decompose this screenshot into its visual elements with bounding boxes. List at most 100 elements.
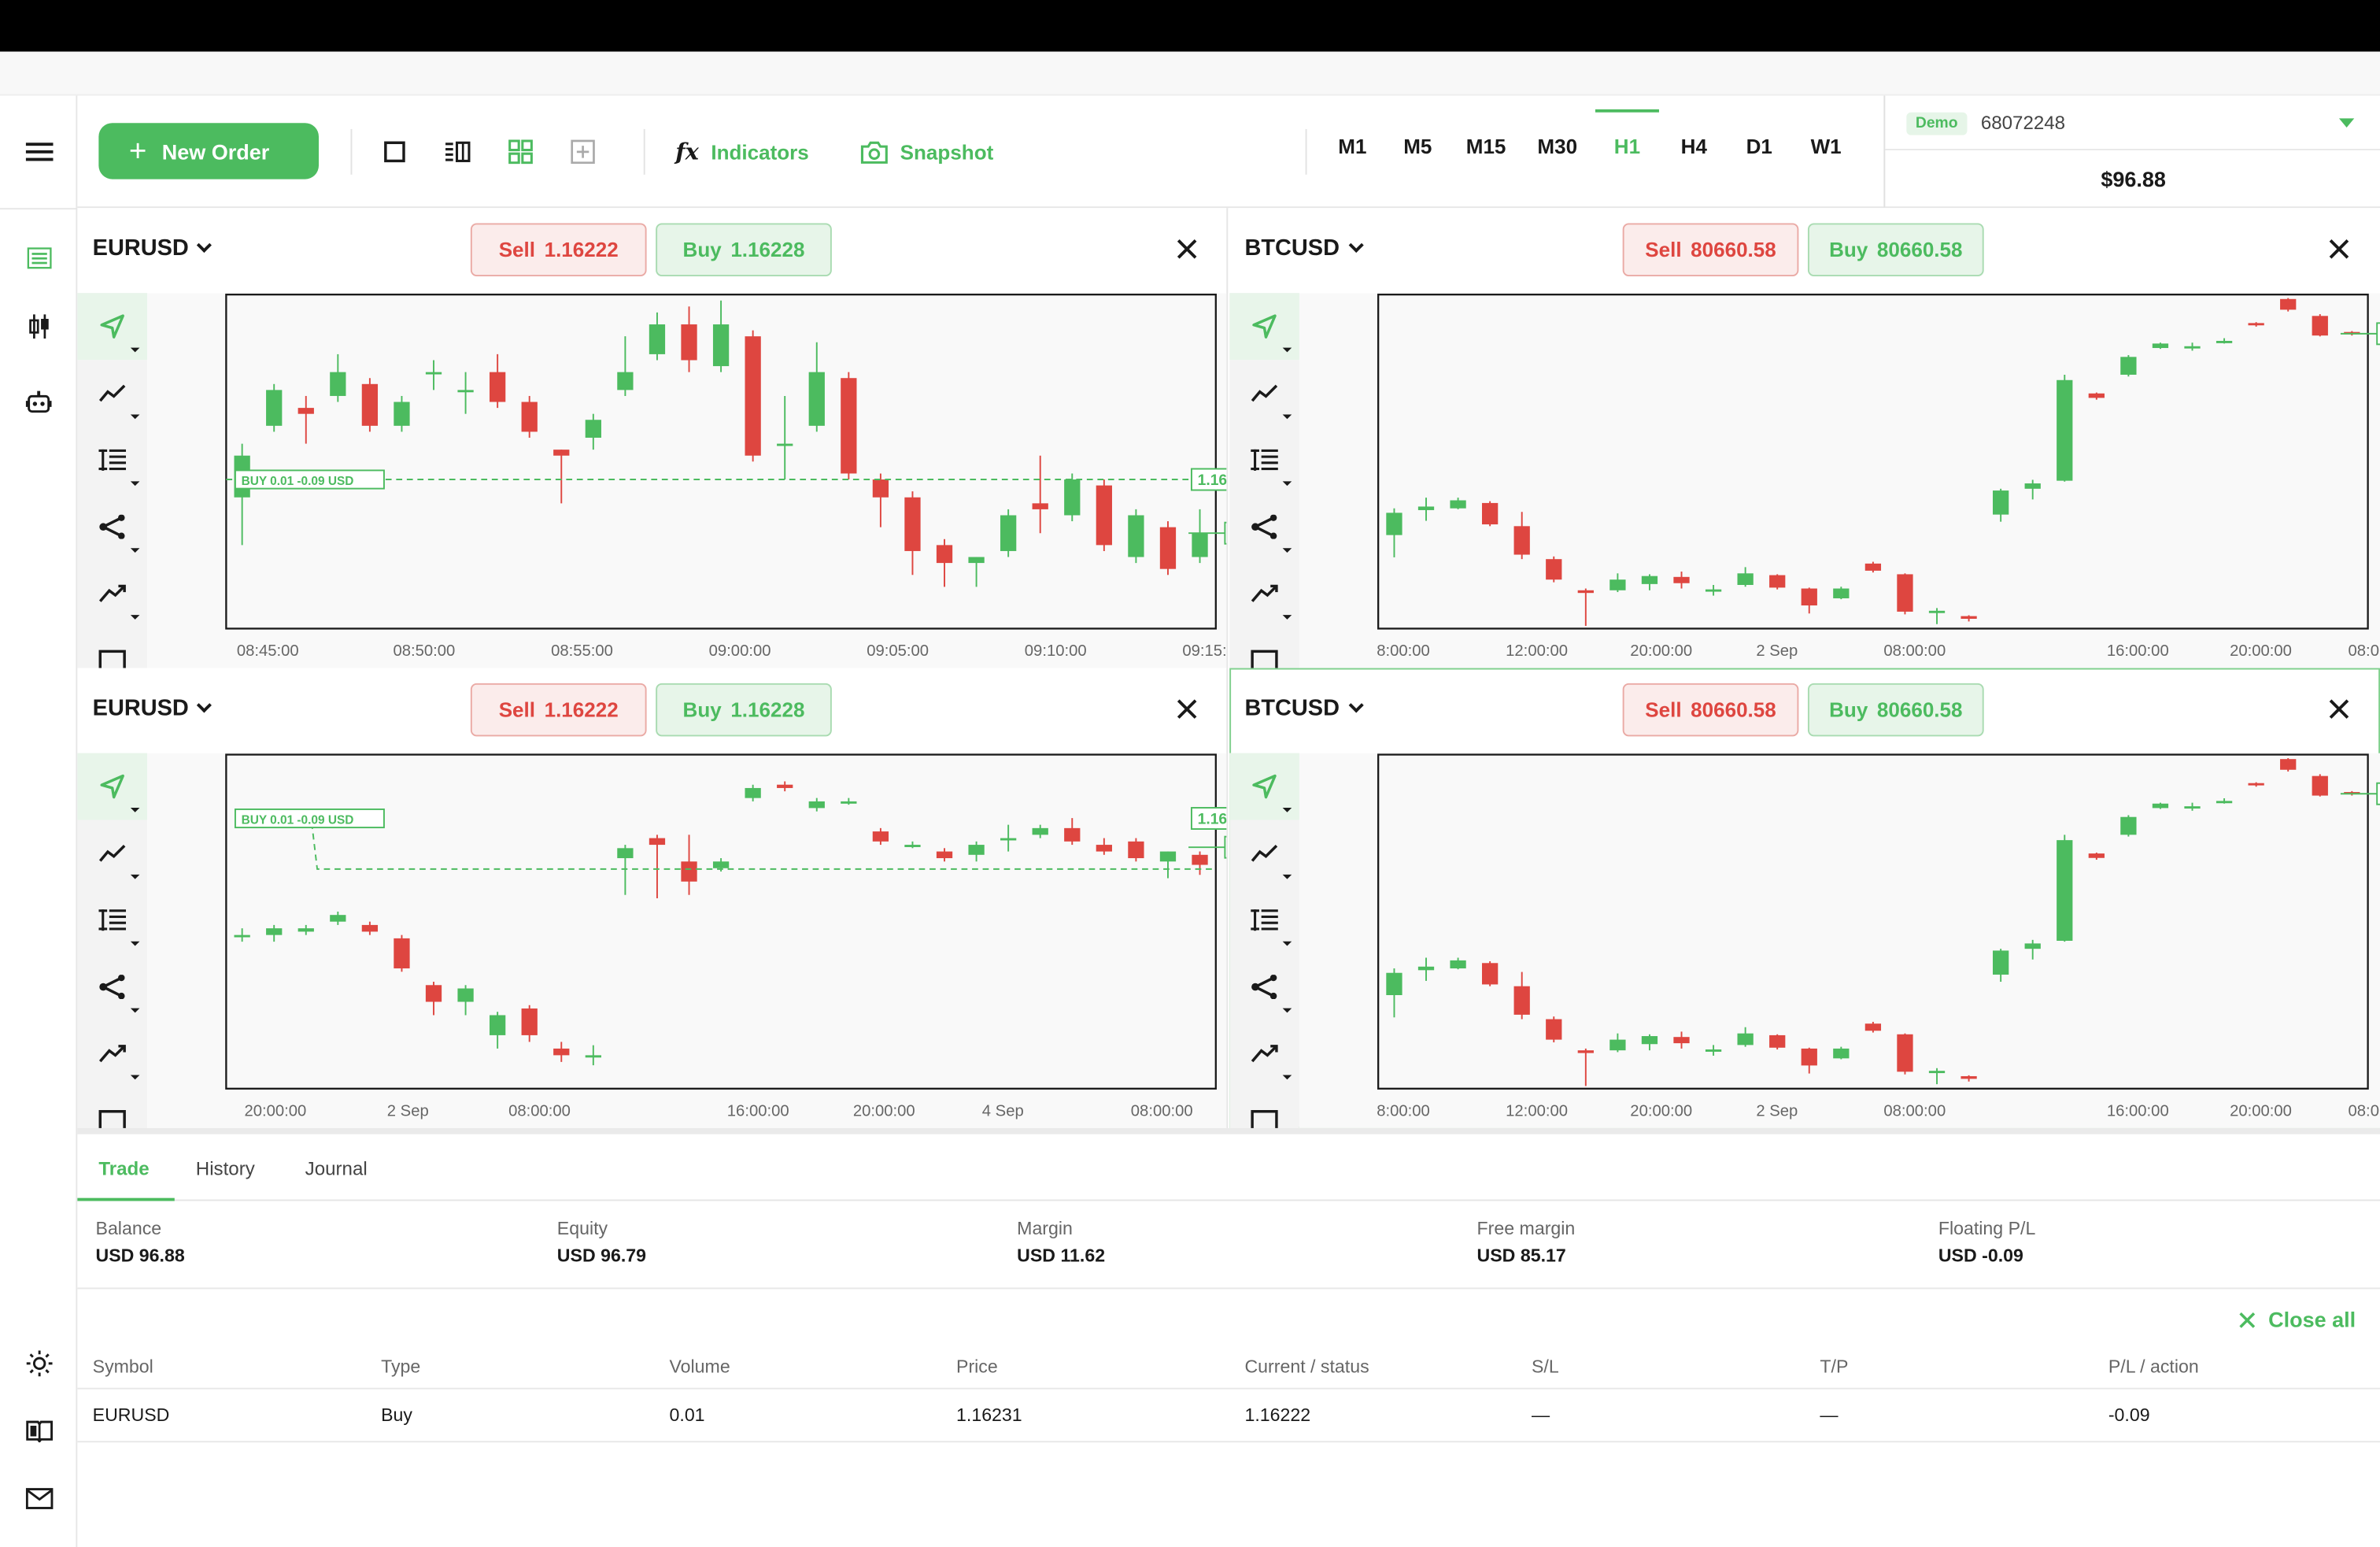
- tab-trade[interactable]: Trade: [98, 1158, 150, 1180]
- sun-icon[interactable]: [0, 1341, 77, 1386]
- timeframe-d1[interactable]: D1: [1746, 135, 1772, 158]
- candle-body: [1128, 841, 1144, 859]
- symbol-selector[interactable]: BTCUSD: [1244, 695, 1363, 721]
- close-icon[interactable]: [2326, 695, 2353, 723]
- account-selector[interactable]: Demo 68072248: [1885, 96, 2380, 150]
- timeframe-w1[interactable]: W1: [1810, 135, 1842, 158]
- timeframe-m1[interactable]: M1: [1338, 135, 1367, 158]
- close-icon[interactable]: [2326, 235, 2353, 263]
- shapes-tool-icon[interactable]: [77, 953, 147, 1020]
- timeframe-h4[interactable]: H4: [1680, 135, 1707, 158]
- sell-button[interactable]: Sell 1.16222: [470, 223, 647, 277]
- shapes-tool-icon[interactable]: [77, 494, 147, 561]
- rectangle-tool-icon[interactable]: [1229, 1087, 1299, 1128]
- buy-button[interactable]: Buy 1.16228: [656, 223, 832, 277]
- candles: [234, 781, 1208, 1066]
- robot-icon[interactable]: [0, 379, 77, 425]
- horizontal-lines-icon[interactable]: [77, 427, 147, 494]
- single-layout-icon[interactable]: [381, 139, 408, 166]
- cell-tp: —: [1820, 1404, 1839, 1426]
- candle-body: [2152, 803, 2169, 809]
- candles-icon[interactable]: [0, 304, 77, 350]
- split-layout-icon[interactable]: [443, 139, 471, 166]
- x-tick-label: 4 Sep: [982, 1103, 1024, 1120]
- chevron-down-icon: [1347, 237, 1363, 254]
- close-icon[interactable]: [1173, 695, 1201, 723]
- sell-button[interactable]: Sell 1.16222: [470, 683, 647, 737]
- mail-icon[interactable]: [0, 1476, 77, 1522]
- trend-line-icon[interactable]: [77, 360, 147, 427]
- timeframe-m5[interactable]: M5: [1403, 135, 1432, 158]
- tab-journal[interactable]: Journal: [305, 1158, 368, 1180]
- shapes-tool-icon[interactable]: [1229, 953, 1299, 1020]
- trend-arrow-icon[interactable]: [77, 561, 147, 627]
- x-tick-label: 16:00:00: [2107, 642, 2169, 660]
- price-chart[interactable]: 1.1600020:00:002 Sep08:00:0016:00:0020:0…: [147, 753, 1228, 1128]
- rectangle-tool-icon[interactable]: [77, 627, 147, 668]
- cursor-tool-icon[interactable]: [1229, 293, 1299, 361]
- candle-body: [1928, 610, 1946, 613]
- candle-body: [553, 1048, 570, 1056]
- shapes-tool-icon[interactable]: [1229, 494, 1299, 561]
- sell-button[interactable]: Sell 80660.58: [1622, 223, 1799, 277]
- symbol-selector[interactable]: EURUSD: [92, 695, 213, 722]
- trend-line-icon[interactable]: [1229, 820, 1299, 886]
- new-order-button[interactable]: + New Order: [98, 123, 320, 179]
- buy-button[interactable]: Buy 80660.58: [1807, 223, 1984, 277]
- x-tick-label: 08:45:00: [237, 642, 299, 660]
- cursor-tool-icon[interactable]: [77, 293, 148, 361]
- candles: [1386, 298, 2360, 627]
- indicators-button[interactable]: fx Indicators: [675, 135, 809, 168]
- horizontal-lines-icon[interactable]: [1229, 427, 1299, 494]
- symbol-selector[interactable]: EURUSD: [93, 235, 213, 261]
- book-icon[interactable]: [0, 1408, 77, 1453]
- timeframe-m30[interactable]: M30: [1537, 135, 1578, 158]
- symbol-label: BTCUSD: [1244, 235, 1340, 261]
- drawing-tools: [77, 753, 148, 1128]
- buy-button[interactable]: Buy 1.16228: [656, 683, 832, 737]
- cursor-tool-icon[interactable]: [1229, 753, 1299, 820]
- rectangle-tool-icon[interactable]: [77, 1087, 147, 1128]
- add-layout-icon[interactable]: [569, 139, 597, 166]
- horizontal-lines-icon[interactable]: [77, 886, 147, 953]
- cell-volume: 0.01: [669, 1404, 705, 1426]
- trend-arrow-icon[interactable]: [1229, 561, 1299, 627]
- snapshot-button[interactable]: Snapshot: [860, 135, 993, 168]
- list-icon[interactable]: [0, 235, 77, 281]
- price-chart[interactable]: 1.162501.1622508:45:0008:50:0008:55:0009…: [147, 293, 1228, 668]
- grid-layout-icon[interactable]: [507, 139, 534, 166]
- trend-line-icon[interactable]: [77, 820, 147, 886]
- position-label-box[interactable]: [234, 808, 385, 829]
- close-all-button[interactable]: Close all: [2239, 1308, 2356, 1331]
- horizontal-lines-icon[interactable]: [1229, 886, 1299, 953]
- close-icon[interactable]: [1173, 235, 1201, 263]
- cursor-tool-icon[interactable]: [77, 753, 148, 820]
- menu-icon[interactable]: [0, 129, 77, 175]
- sell-label: Sell: [1645, 238, 1682, 261]
- rectangle-tool-icon[interactable]: [1229, 627, 1299, 668]
- trend-arrow-icon[interactable]: [1229, 1020, 1299, 1087]
- candle-body: [330, 915, 346, 922]
- trend-arrow-icon[interactable]: [77, 1020, 147, 1087]
- trend-line-icon[interactable]: [1229, 360, 1299, 427]
- col-price: Price: [956, 1356, 998, 1378]
- x-tick-label: 08:00:00: [1883, 1103, 1946, 1120]
- position-label-box[interactable]: [234, 469, 385, 490]
- chevron-down-icon: [1347, 698, 1363, 713]
- x-tick-label: 09:15:: [1182, 642, 1226, 660]
- timeframe-m15[interactable]: M15: [1465, 135, 1506, 158]
- symbol-label: EURUSD: [92, 695, 189, 722]
- candle-body: [1833, 1048, 1850, 1059]
- tab-history[interactable]: History: [195, 1158, 255, 1180]
- timeframe-h1[interactable]: H1: [1613, 135, 1641, 158]
- candle-body: [2057, 379, 2073, 481]
- sell-button[interactable]: Sell 80660.58: [1622, 683, 1799, 737]
- buy-button[interactable]: Buy 80660.58: [1807, 683, 1984, 737]
- symbol-selector[interactable]: BTCUSD: [1244, 235, 1363, 261]
